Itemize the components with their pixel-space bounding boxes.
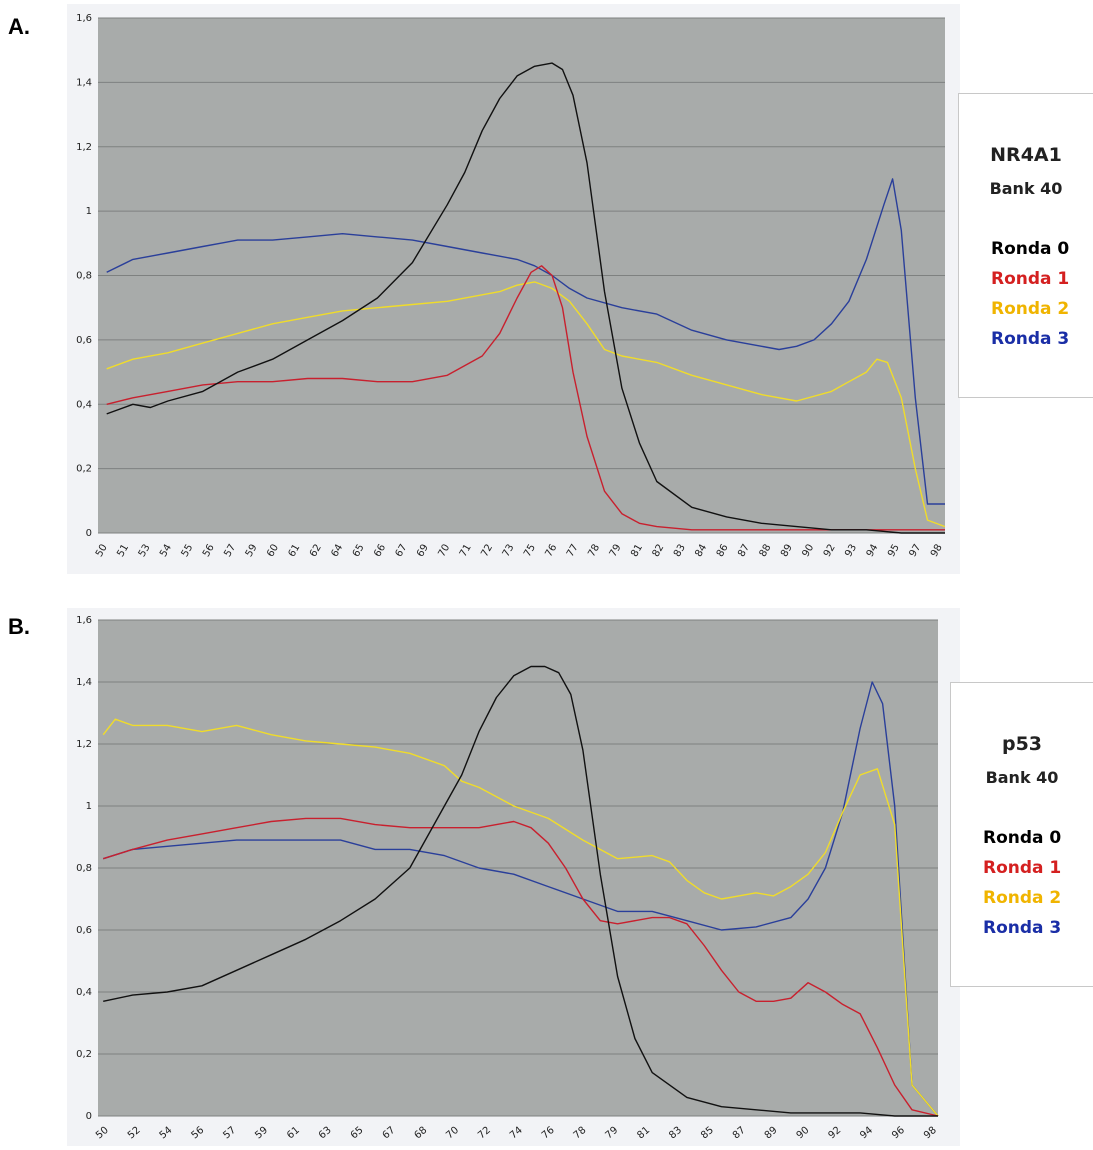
- y-tick-label: 0,8: [76, 271, 92, 282]
- series-line-ronda-2: [102, 718, 939, 1117]
- legend-entry-ronda-3: Ronda 3: [983, 918, 1062, 938]
- legend-gene-name: NR4A1: [990, 144, 1062, 166]
- legend-entry-ronda-3: Ronda 3: [991, 329, 1070, 349]
- y-tick-label: 0,2: [76, 1049, 92, 1060]
- series-line-ronda-0: [106, 62, 945, 534]
- series-line-ronda-1: [106, 265, 945, 531]
- legend-entry-ronda-0: Ronda 0: [991, 239, 1070, 259]
- y-tick-label: 0: [86, 1111, 92, 1122]
- legend-gene-name: p53: [1001, 733, 1043, 755]
- y-tick-label: 0,2: [76, 464, 92, 475]
- y-tick-label: 0,4: [76, 399, 92, 410]
- y-tick-label: 1: [86, 801, 92, 812]
- series-line-ronda-0: [103, 665, 938, 1117]
- legend-bank: Bank 40: [989, 179, 1063, 198]
- chart-a: 00,20,40,60,811,21,41,650 51 53 54 55 56 57 59 6…: [67, 4, 960, 574]
- y-tick-label: 0,4: [76, 987, 92, 998]
- y-tick-label: 0,6: [76, 335, 92, 346]
- y-tick-label: 0,6: [76, 925, 92, 936]
- legend-entry-ronda-2: Ronda 2: [983, 888, 1062, 908]
- legend-bank: Bank 40: [985, 768, 1059, 787]
- y-tick-label: 1: [86, 206, 92, 217]
- panel-b-label: B.: [8, 614, 30, 639]
- series-line-ronda-3: [106, 178, 945, 505]
- legend-entry-ronda-0: Ronda 0: [983, 828, 1062, 848]
- legend-entry-ronda-1: Ronda 1: [991, 269, 1070, 289]
- series-line-ronda-1: [102, 817, 939, 1117]
- y-tick-label: 1,2: [76, 739, 92, 750]
- legend-entry-ronda-1: Ronda 1: [983, 858, 1062, 878]
- legend-a: NR4A1 Bank 40 Ronda 0 Ronda 1 Ronda 2 Ro…: [958, 93, 1093, 398]
- y-tick-label: 1,4: [76, 77, 92, 88]
- series-line-ronda-3: [102, 681, 939, 1117]
- y-tick-label: 1,4: [76, 677, 92, 688]
- y-tick-label: 1,6: [76, 615, 92, 626]
- y-tick-label: 0,8: [76, 863, 92, 874]
- y-tick-label: 0: [86, 528, 92, 539]
- legend-b: p53 Bank 40 Ronda 0 Ronda 1 Ronda 2 Rond…: [950, 682, 1093, 987]
- chart-b: 00,20,40,60,811,21,41,650 52 54 56 57 59 61 63 6…: [67, 608, 960, 1146]
- panel-a-label: A.: [8, 14, 30, 39]
- y-tick-label: 1,2: [76, 142, 92, 153]
- series-line-ronda-2: [106, 281, 946, 528]
- legend-entry-ronda-2: Ronda 2: [991, 299, 1070, 319]
- y-tick-label: 1,6: [76, 13, 92, 24]
